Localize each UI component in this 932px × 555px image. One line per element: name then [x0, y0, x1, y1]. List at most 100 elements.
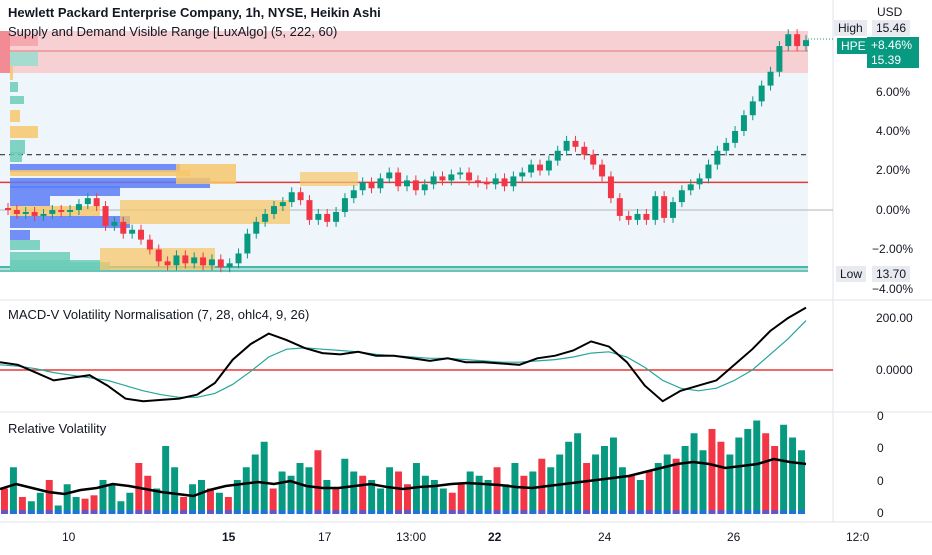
volatility-base-bar [592, 510, 600, 514]
volatility-base-bar [180, 510, 188, 514]
volatility-base-bar [502, 510, 510, 514]
volume-profile-bar [10, 110, 20, 122]
candle-body [740, 115, 747, 131]
volatility-bar [744, 429, 752, 514]
candle-body [590, 154, 597, 165]
candle-body [271, 206, 277, 214]
time-tick: 22 [488, 530, 502, 544]
candle-body [643, 213, 650, 220]
candle-body [554, 150, 561, 161]
volatility-base-bar [708, 510, 716, 514]
volatility-base-bar [466, 510, 474, 514]
volatility-base-bar [421, 510, 429, 514]
volatility-bar [27, 501, 35, 514]
volatility-base-bar [699, 510, 707, 514]
volatility-bar [395, 471, 402, 514]
volume-profile-bar [10, 260, 100, 270]
candle-body [102, 206, 109, 226]
volume-profile-bar [10, 164, 180, 172]
candle-body [217, 259, 224, 268]
candle-body [785, 34, 792, 47]
price-tick: 6.00% [876, 85, 911, 99]
candle-body [359, 182, 366, 191]
candle-body [599, 164, 606, 177]
volatility-bar [654, 463, 662, 514]
volume-profile-bar [10, 96, 24, 104]
volatility-base-bar [332, 510, 340, 514]
candle-body [705, 164, 712, 179]
price-tick: −2.00% [872, 242, 914, 256]
time-tick: 12:0 [846, 530, 870, 544]
indicator-supply-demand-label[interactable]: Supply and Demand Visible Range [LuxAlgo… [8, 24, 338, 39]
candle-body [483, 182, 490, 185]
candle-body [58, 210, 65, 212]
volatility-base-bar [260, 510, 268, 514]
volatility-bar [269, 488, 277, 514]
volatility-base-bar [233, 510, 241, 514]
volatility-base-bar [789, 510, 797, 514]
low-tag-value: 13.70 [872, 266, 911, 282]
candle-body [474, 180, 481, 183]
time-tick: 24 [598, 530, 612, 544]
volatility-bar [72, 497, 80, 514]
volatility-bar [251, 454, 259, 514]
volatility-bar [439, 488, 447, 514]
volatility-bar [726, 454, 734, 514]
candle-body [84, 198, 91, 205]
volatility-base-bar [395, 510, 402, 514]
volatility-base-bar [762, 510, 770, 514]
volatility-base-bar [269, 510, 277, 514]
candle-body [306, 200, 313, 220]
volatility-base-bar [618, 510, 626, 514]
candle-body [528, 164, 535, 173]
candle-body [315, 213, 322, 220]
volatility-base-bar [753, 510, 761, 514]
candle-body [13, 210, 20, 214]
candle-body [40, 213, 47, 216]
volatility-base-bar [538, 510, 546, 514]
candle-body [191, 257, 198, 264]
candle-body [696, 178, 703, 185]
volatility-bar [54, 505, 62, 514]
volatility-base-bar [386, 510, 394, 514]
volatility-base-bar [251, 510, 259, 514]
volatility-bar [663, 454, 671, 514]
volatility-bar [198, 480, 205, 514]
candle-body [714, 150, 721, 165]
volatility-bar [242, 467, 250, 514]
currency-label: USD [877, 5, 903, 19]
volatility-bar [189, 484, 197, 514]
volume-profile-bar [10, 82, 18, 92]
volatility-bar [224, 497, 232, 514]
volatility-base-bar [412, 510, 420, 514]
volatility-base-bar [117, 510, 125, 514]
volatility-base-bar [726, 510, 734, 514]
volatility-bar [206, 488, 214, 514]
candle-body [678, 190, 685, 203]
candle-body [129, 229, 136, 234]
indicator-macdv-label[interactable]: MACD-V Volatility Normalisation (7, 28, … [8, 307, 310, 322]
volatility-base-bar [529, 510, 537, 514]
volatility-base-bar [663, 510, 671, 514]
candle-body [457, 172, 464, 175]
indicator-relvol-label[interactable]: Relative Volatility [8, 421, 107, 436]
price-tick: 2.00% [876, 163, 911, 177]
volatility-bar [36, 492, 44, 514]
volatility-base-bar [583, 510, 591, 514]
volatility-bar [117, 501, 125, 514]
volatility-bar [1, 488, 8, 514]
volume-profile-bar [10, 170, 190, 176]
volume-profile-bar [10, 186, 120, 196]
supply-profile-bar [10, 36, 38, 46]
volatility-average-line [0, 457, 807, 498]
volatility-bar [260, 441, 268, 514]
candle-body [173, 255, 180, 266]
volume-profile-bar [300, 172, 358, 186]
volatility-base-bar [305, 510, 313, 514]
volatility-bar [520, 475, 528, 514]
volume-profile-bar [10, 240, 40, 250]
vol-tick: 0 [877, 409, 884, 423]
volatility-bar [457, 484, 465, 514]
volatility-bar [404, 484, 411, 514]
